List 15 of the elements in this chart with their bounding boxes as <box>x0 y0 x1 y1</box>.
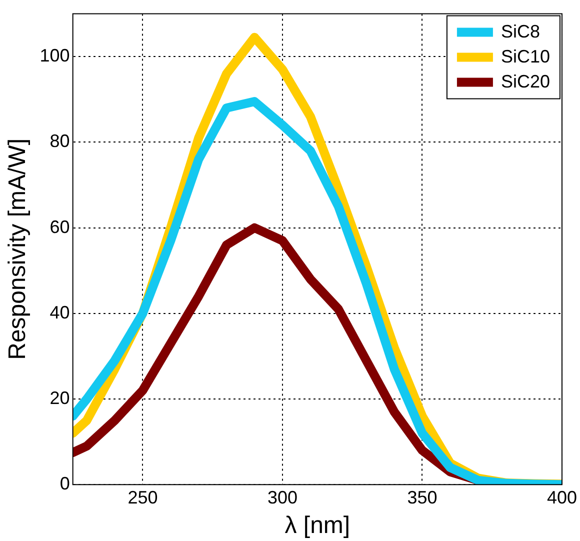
y-tick-label: 20 <box>50 388 70 408</box>
legend-label: SiC20 <box>500 71 550 92</box>
x-axis-title: λ [nm] <box>284 512 350 540</box>
x-tick-label: 250 <box>128 487 158 508</box>
y-tick-label: 80 <box>50 131 70 152</box>
y-tick-label: 100 <box>40 46 70 66</box>
legend-label: SiC8 <box>500 21 540 42</box>
x-tick-label: 400 <box>546 487 578 508</box>
legend-label: SiC10 <box>500 46 550 66</box>
y-tick-label: 40 <box>50 302 70 322</box>
y-tick-label: 0 <box>60 474 70 494</box>
y-axis-title: Responsivity [mA/W] <box>4 138 32 360</box>
x-tick-label: 350 <box>407 487 438 508</box>
x-tick-label: 300 <box>267 487 298 508</box>
y-tick-label: 60 <box>50 216 70 237</box>
